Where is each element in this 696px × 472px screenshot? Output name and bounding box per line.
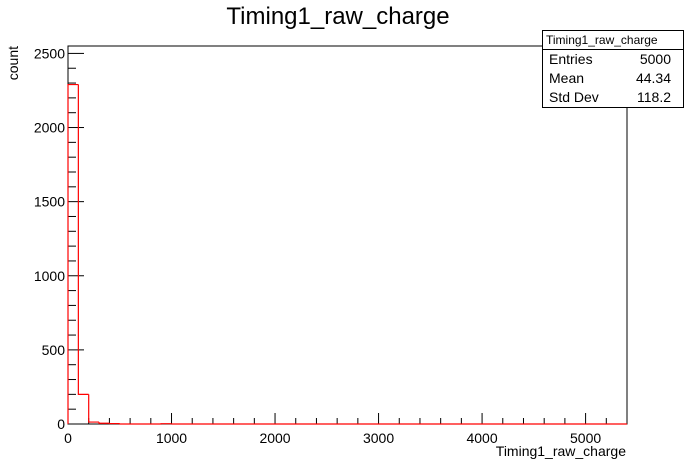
histogram-bin <box>77 84 89 395</box>
x-tick-label: 2000 <box>259 430 290 446</box>
x-tick-label: 5000 <box>570 430 601 446</box>
stats-entries-value: 5000 <box>639 51 671 67</box>
histogram-bars <box>67 83 627 425</box>
y-axis-label: count <box>5 46 21 80</box>
stats-stddev-label: Std Dev <box>549 89 599 105</box>
stats-stddev-value: 118.2 <box>637 89 671 105</box>
stats-entries-label: Entries <box>549 51 593 67</box>
y-tick-label: 500 <box>42 342 66 358</box>
histogram-bin <box>88 394 100 423</box>
x-tick-label: 0 <box>64 430 72 446</box>
x-tick-label: 1000 <box>156 430 187 446</box>
stats-row-entries: Entries 5000 <box>543 50 683 69</box>
stats-row-mean: Mean 44.34 <box>543 69 683 88</box>
x-tick-label: 4000 <box>466 430 497 446</box>
chart-title: Timing1_raw_charge <box>226 3 449 30</box>
histogram-bin <box>98 422 110 424</box>
y-tick-label: 1500 <box>34 194 65 210</box>
stats-box: Timing1_raw_charge Entries 5000 Mean 44.… <box>542 30 684 108</box>
axis-ticks: 0 1000 2000 3000 4000 5000 0 500 1000 1500 2000 250… <box>34 45 628 446</box>
y-tick-label: 0 <box>57 416 65 432</box>
x-axis-label: Timing1_raw_charge <box>496 443 626 459</box>
stats-row-stddev: Std Dev 118.2 <box>543 88 683 107</box>
y-tick-label: 2000 <box>34 120 65 136</box>
stats-title: Timing1_raw_charge <box>543 31 683 50</box>
histogram-bin <box>67 83 79 424</box>
y-tick-label: 1000 <box>34 268 65 284</box>
stats-mean-label: Mean <box>549 70 585 86</box>
y-tick-label: 2500 <box>34 45 65 61</box>
x-tick-label: 3000 <box>363 430 394 446</box>
stats-mean-value: 44.34 <box>635 70 671 86</box>
